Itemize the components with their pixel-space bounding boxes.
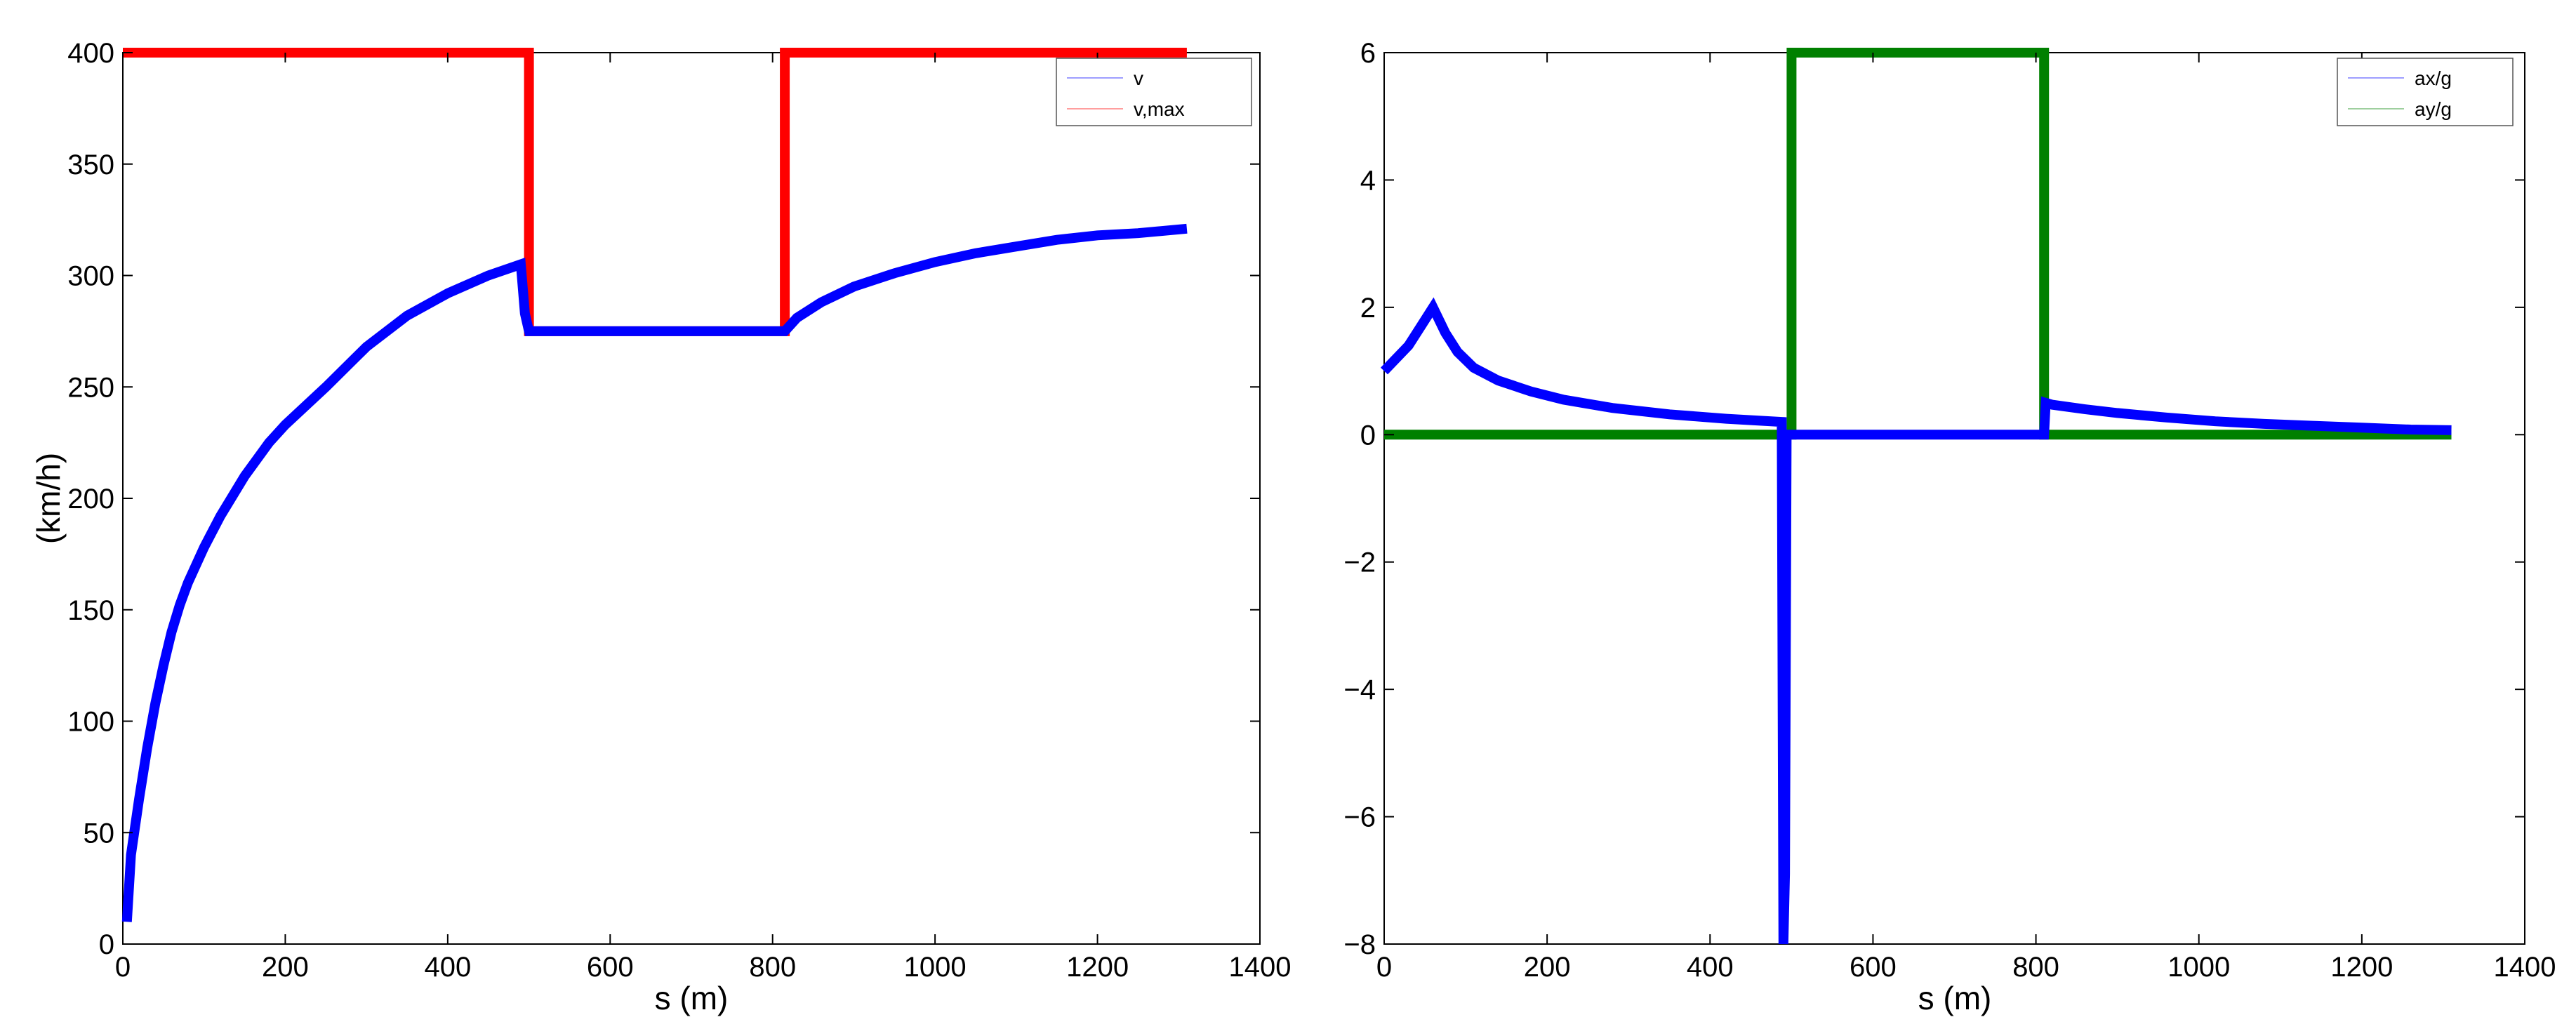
x-tick-label: 200 [1524, 952, 1571, 983]
x-tick-label: 800 [749, 952, 796, 983]
y-tick-label: 6 [1360, 38, 1376, 69]
x-tick-label: 200 [262, 952, 309, 983]
x-tick-label: 1400 [2494, 952, 2556, 983]
legend-box-acceleration [2337, 58, 2514, 126]
series-lines-speed [121, 48, 1188, 922]
legend-label-ax: ax/g [2415, 67, 2452, 89]
x-tick-label: 400 [1687, 952, 1734, 983]
x-tick-label: 800 [2012, 952, 2059, 983]
x-tick-label: 1200 [1066, 952, 1129, 983]
y-tick-label: 150 [67, 595, 114, 626]
x-axis-label-acceleration: s (m) [1918, 980, 1992, 1016]
x-tick-label: 1200 [2330, 952, 2393, 983]
y-tick-label: 0 [1360, 420, 1376, 451]
series-line-v [121, 223, 1188, 922]
y-tick-label: 100 [67, 707, 114, 738]
legend-box-speed [1056, 58, 1252, 126]
legend-speed: v v,max [1056, 58, 1252, 126]
y-tick-label: 250 [67, 372, 114, 403]
legend-acceleration: ax/g ay/g [2337, 58, 2514, 126]
y-tick-label: −6 [1343, 802, 1376, 833]
series-line-ay-g [1384, 48, 2452, 440]
plot-area-speed [122, 52, 1261, 945]
legend-label-ay: ay/g [2415, 98, 2452, 120]
y-tick-label: 200 [67, 484, 114, 514]
axis-ticks-acceleration: 0 200 400 600 800 1000 1200 1400 −8 −6 −4 −2 0 2 4 6 [1343, 38, 2556, 983]
legend-label-vmax: v,max [1134, 98, 1185, 120]
y-tick-label: −8 [1343, 929, 1376, 960]
x-tick-label: 1400 [1229, 952, 1292, 983]
x-tick-label: 0 [1376, 952, 1392, 983]
x-axis-label-speed: s (m) [655, 980, 729, 1016]
y-tick-label: 350 [67, 150, 114, 180]
legend-label-v: v [1134, 67, 1143, 89]
x-tick-label: 400 [424, 952, 471, 983]
y-tick-label: 50 [84, 818, 115, 849]
chart-panel-speed: 0 200 400 600 800 1000 1200 1400 0 50 100 150 200 250… [30, 38, 1291, 1016]
chart-panel-acceleration: 0 200 400 600 800 1000 1200 1400 −8 −6 −4 −2 0 2 4 6 s … [1343, 38, 2556, 1016]
y-axis-label-speed: (km/h) [30, 453, 67, 544]
x-tick-label: 600 [587, 952, 634, 983]
series-line-ax-g [1380, 297, 2452, 945]
x-tick-label: 1000 [904, 952, 967, 983]
x-tick-label: 1000 [2167, 952, 2230, 983]
y-tick-label: 0 [99, 929, 114, 960]
series-lines-acceleration [1380, 48, 2452, 945]
x-tick-label: 0 [115, 952, 131, 983]
y-tick-label: 400 [67, 38, 114, 69]
plot-area-acceleration [1383, 52, 2525, 945]
axis-ticks-speed: 0 200 400 600 800 1000 1200 1400 0 50 100 150 200 250… [67, 38, 1291, 983]
y-tick-label: −4 [1343, 675, 1376, 705]
y-tick-label: 2 [1360, 293, 1376, 324]
y-tick-label: 300 [67, 261, 114, 292]
y-tick-label: −2 [1343, 547, 1376, 578]
x-tick-label: 600 [1850, 952, 1897, 983]
y-tick-label: 4 [1360, 165, 1376, 196]
